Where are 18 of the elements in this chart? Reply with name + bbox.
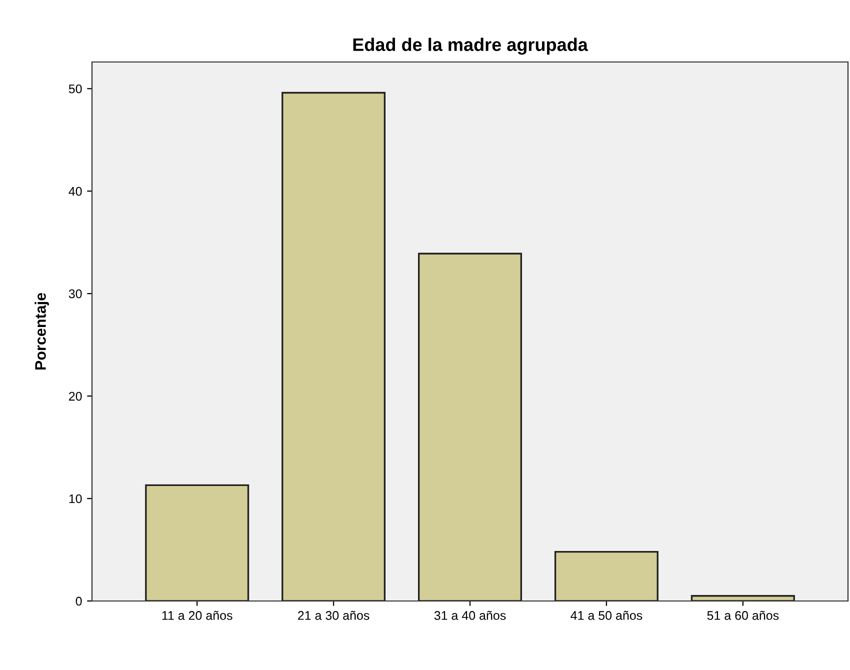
y-tick-label: 0 xyxy=(76,596,82,606)
x-tick-label: 31 a 40 años xyxy=(434,610,506,620)
chart-title: Edad de la madre agrupada xyxy=(353,38,588,55)
x-tick-label: 41 a 50 años xyxy=(570,610,642,620)
bar xyxy=(690,595,795,601)
y-tick-label: 50 xyxy=(68,84,82,94)
bar xyxy=(282,92,386,601)
y-tick-label: 40 xyxy=(68,186,82,196)
y-axis-title: Porcentaje xyxy=(34,292,49,370)
x-tick-label: 21 a 30 años xyxy=(298,610,370,620)
bar xyxy=(418,252,522,601)
bar xyxy=(554,550,658,601)
y-tick-label: 10 xyxy=(69,494,82,504)
bar xyxy=(145,484,250,601)
x-tick-label: 11 a 20 años xyxy=(162,610,232,620)
y-tick-label: 30 xyxy=(68,289,82,298)
x-tick-label: 51 a 60 años xyxy=(707,610,779,620)
y-tick-label: 20 xyxy=(69,392,82,401)
